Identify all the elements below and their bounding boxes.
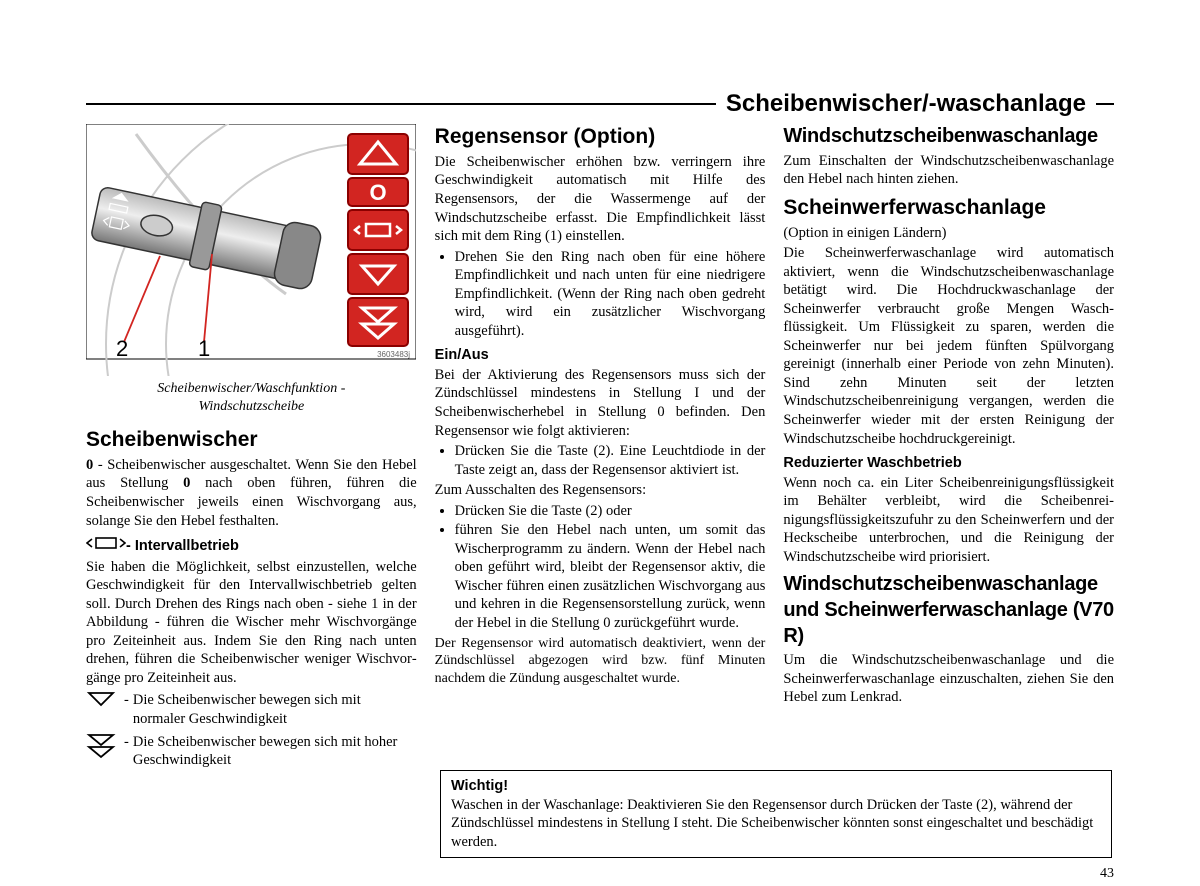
list-item: Drücken Sie die Taste (2). Eine Leuchtdi…: [455, 442, 766, 479]
interval-icon: [86, 536, 126, 556]
heading-washer: Windschutzscheibenwaschanlage: [783, 124, 1114, 150]
para-option: (Option in einigen Ländern): [783, 224, 1114, 243]
heading-headlight-washer: Scheinwerferwaschanlage: [783, 195, 1114, 222]
para-v70r: Um die Windschutzscheibenwaschanlage und…: [783, 651, 1114, 707]
para-washer: Zum Einschalten der Windschutzscheiben­w…: [783, 152, 1114, 189]
para-regen-deact: Der Regensensor wird automatisch deaktiv…: [435, 635, 766, 689]
svg-text:O: O: [369, 180, 386, 205]
para-einaus-1: Bei der Aktivierung des Regensensors mus…: [435, 366, 766, 440]
header-rule: [86, 103, 716, 105]
line-high-speed: - Die Scheibenwischer bewegen sich mit h…: [86, 733, 417, 770]
heading-reduzierter: Reduzierter Waschbetrieb: [783, 454, 1114, 473]
column-1: 2 1 3603483j O: [86, 124, 417, 770]
heading-einaus: Ein/Aus: [435, 346, 766, 365]
list-item: führen Sie den Hebel nach unten, um somi…: [455, 521, 766, 632]
line-normal-speed: - Die Scheibenwischer bewegen sich mit n…: [86, 691, 417, 728]
column-3: Windschutzscheibenwaschanlage Zum Einsch…: [783, 124, 1114, 770]
heading-scheibenwischer: Scheibenwischer: [86, 427, 417, 454]
figure-caption: Scheibenwischer/Waschfunktion - Windschu…: [86, 380, 417, 415]
para-regen-1: Die Scheibenwischer erhöhen bzw. verring…: [435, 153, 766, 246]
list-einaus-1: Drücken Sie die Taste (2). Eine Leuchtdi…: [435, 442, 766, 479]
para-einaus-off: Zum Ausschalten des Regensensors:: [435, 481, 766, 500]
list-regen-1: Drehen Sie den Ring nach oben für eine h…: [435, 248, 766, 341]
box-text: Waschen in der Waschanlage: Deaktivieren…: [451, 796, 1101, 852]
important-box: Wichtig! Waschen in der Waschanlage: Dea…: [440, 770, 1112, 858]
para-reduzierter: Wenn noch ca. ein Liter Scheibenreinigun…: [783, 474, 1114, 567]
high-speed-icon: [86, 733, 118, 765]
page-number: 43: [1100, 866, 1114, 882]
heading-intervall: - Intervallbetrieb: [86, 536, 417, 556]
list-item: Drücken Sie die Taste (2) oder: [455, 502, 766, 521]
heading-v70r: Windschutzscheibenwaschanlage und Schein…: [783, 572, 1114, 649]
para-wiper-0: 0 - Scheibenwischer ausgeschaltet. Wenn …: [86, 456, 417, 530]
list-item: Drehen Sie den Ring nach oben für eine h…: [455, 248, 766, 341]
wiper-stalk-figure: 2 1 3603483j O: [86, 124, 417, 376]
figure-label-2: 2: [116, 336, 128, 361]
para-intervall: Sie haben die Möglichkeit, selbst einzus…: [86, 558, 417, 688]
column-2: Regensensor (Option) Die Scheibenwischer…: [435, 124, 766, 770]
heading-regensensor: Regensensor (Option): [435, 124, 766, 151]
header-rule: [1096, 103, 1114, 105]
normal-speed-icon: [86, 691, 118, 713]
para-headlight-washer: Die Scheinwerferwaschanlage wird automat…: [783, 244, 1114, 448]
list-einaus-off: Drücken Sie die Taste (2) oder führen Si…: [435, 502, 766, 633]
figure-tag: 3603483j: [377, 350, 410, 359]
page-title: Scheibenwischer/-waschanlage: [716, 90, 1096, 118]
figure-label-1: 1: [198, 336, 210, 361]
box-heading: Wichtig!: [451, 777, 1101, 796]
page-header: Scheibenwischer/-waschanlage: [86, 90, 1114, 118]
